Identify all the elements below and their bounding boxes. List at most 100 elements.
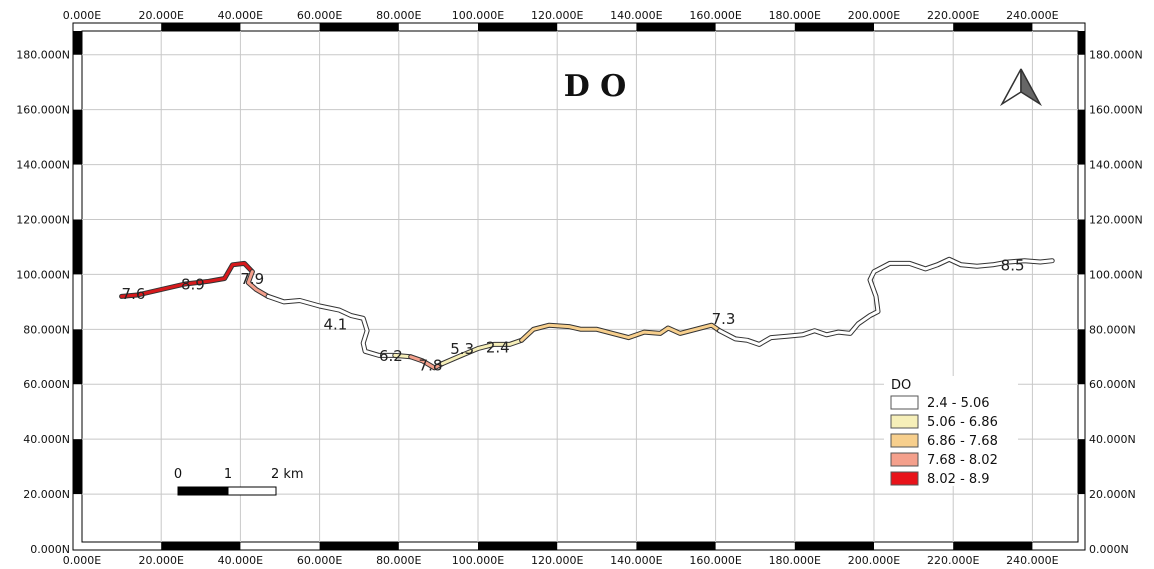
station-labels: 7.6 8.9 7.9 4.1 6.2 7.8 5.3 2.4 7.3 8.5	[122, 256, 1025, 374]
frame-bar-left-3	[73, 329, 82, 385]
frame-bar-top-9	[794, 23, 874, 31]
legend-label-1: 5.06 - 6.86	[927, 415, 998, 430]
x-tick-label-top: 40.000E	[218, 9, 263, 22]
x-tick-label-top: 120.000E	[531, 9, 583, 22]
legend-title: DO	[891, 378, 911, 393]
frame-bar-right-1	[1078, 439, 1085, 495]
x-tick-label-bottom: 20.000E	[138, 554, 183, 567]
y-tick-label-right: 180.000N	[1089, 49, 1143, 62]
scale-bar-segment-black	[177, 486, 229, 496]
frame-bar-right-7	[1078, 109, 1085, 165]
x-tick-label-bottom: 140.000E	[610, 554, 662, 567]
river-segment-1	[246, 270, 270, 298]
station-label-3: 4.1	[324, 315, 348, 333]
north-arrow-icon	[999, 68, 1043, 107]
y-tick-label-right: 120.000N	[1089, 213, 1143, 226]
river-segment-6	[520, 323, 722, 342]
frame-bar-top-11	[953, 23, 1033, 31]
x-tick-label-bottom: 0.000E	[63, 554, 101, 567]
river-segment-3	[393, 353, 413, 359]
station-label-7: 2.4	[486, 339, 510, 357]
river-segment-4	[409, 355, 444, 370]
station-label-0: 7.6	[122, 285, 146, 303]
frame-bar-right-5	[1078, 219, 1085, 275]
y-tick-label-left: 20.000N	[23, 488, 70, 501]
station-label-5: 7.8	[419, 357, 443, 375]
x-tick-label-top: 180.000E	[769, 9, 821, 22]
frame-bar-top-7	[636, 23, 716, 31]
station-label-9: 8.5	[1001, 256, 1025, 274]
legend-swatch-2	[890, 433, 919, 448]
frame-bar-left-7	[73, 109, 82, 165]
legend: DO 2.4 - 5.06 5.06 - 6.86 6.86 - 7.68 7.68 …	[884, 376, 1018, 487]
x-tick-label-top: 240.000E	[1006, 9, 1058, 22]
scale-bar-segment-white	[227, 486, 277, 496]
legend-swatch-4	[890, 471, 919, 486]
y-tick-label-right: 160.000N	[1089, 104, 1143, 117]
river-segment-5	[440, 338, 524, 366]
y-tick-label-right: 0.000N	[1089, 543, 1129, 556]
x-tick-label-bottom: 120.000E	[531, 554, 583, 567]
scale-label-0: 0	[174, 467, 182, 482]
scale-bar: 0 1 2 km	[174, 467, 304, 496]
neatline-bars	[73, 23, 1085, 550]
frame-bar-right-3	[1078, 329, 1085, 385]
x-tick-label-bottom: 160.000E	[689, 554, 741, 567]
river-segment-2	[266, 294, 397, 357]
y-tick-label-left: 40.000N	[23, 433, 70, 446]
y-tick-label-left: 80.000N	[23, 323, 70, 336]
y-tick-label-left: 60.000N	[23, 378, 70, 391]
x-tick-label-bottom: 100.000E	[452, 554, 504, 567]
legend-swatch-1	[890, 414, 919, 429]
frame-bar-bottom-9	[794, 542, 874, 550]
y-tick-label-left: 0.000N	[30, 543, 70, 556]
y-tick-label-left: 140.000N	[16, 159, 70, 172]
x-tick-label-top: 0.000E	[63, 9, 101, 22]
y-tick-label-right: 80.000N	[1089, 323, 1136, 336]
y-tick-label-left: 120.000N	[16, 213, 70, 226]
x-tick-label-bottom: 240.000E	[1006, 554, 1058, 567]
station-label-8: 7.3	[712, 310, 736, 328]
map-title: D O	[564, 69, 627, 104]
frame-bar-top-5	[478, 23, 558, 31]
x-tick-label-top: 220.000E	[927, 9, 979, 22]
station-label-2: 7.9	[240, 270, 264, 288]
graticule	[82, 31, 1078, 542]
legend-swatch-3	[890, 452, 919, 467]
y-tick-label-left: 180.000N	[16, 49, 70, 62]
frame-bar-bottom-5	[478, 542, 558, 550]
y-tick-label-left: 160.000N	[16, 104, 70, 117]
scale-label-2: 2 km	[271, 467, 304, 482]
x-tick-labels: 0.000E 0.000E 20.000E 20.000E 40.000E 40.000E…	[63, 9, 1059, 567]
frame-bar-left-5	[73, 219, 82, 275]
frame-bar-left-1	[73, 439, 82, 495]
x-tick-label-bottom: 80.000E	[376, 554, 421, 567]
x-tick-label-top: 20.000E	[138, 9, 183, 22]
legend-label-0: 2.4 - 5.06	[927, 396, 990, 411]
x-tick-label-top: 100.000E	[452, 9, 504, 22]
y-tick-label-right: 20.000N	[1089, 488, 1136, 501]
frame-bar-right-9	[1078, 31, 1085, 55]
frame-bar-bottom-3	[319, 542, 399, 550]
frame-bar-bottom-7	[636, 542, 716, 550]
legend-background	[884, 376, 1018, 486]
station-label-6: 5.3	[450, 340, 474, 358]
frame-bar-top-3	[319, 23, 399, 31]
river-segment-0	[120, 261, 254, 298]
frame-bar-bottom-1	[161, 542, 241, 550]
x-tick-label-bottom: 180.000E	[769, 554, 821, 567]
frame-bar-top-1	[161, 23, 241, 31]
scale-label-1: 1	[224, 467, 232, 482]
y-tick-label-left: 100.000N	[16, 268, 70, 281]
x-tick-label-top: 80.000E	[376, 9, 421, 22]
frame-bar-left-9	[73, 31, 82, 55]
x-tick-label-top: 160.000E	[689, 9, 741, 22]
y-tick-labels: 0.000N 0.000N 20.000N 20.000N 40.000N 40.000N…	[16, 49, 1142, 556]
river-segment-7	[718, 257, 1054, 346]
station-label-1: 8.9	[181, 276, 205, 294]
x-tick-label-bottom: 60.000E	[297, 554, 342, 567]
x-tick-label-top: 200.000E	[848, 9, 900, 22]
legend-label-2: 6.86 - 7.68	[927, 434, 998, 449]
y-tick-label-right: 100.000N	[1089, 268, 1143, 281]
